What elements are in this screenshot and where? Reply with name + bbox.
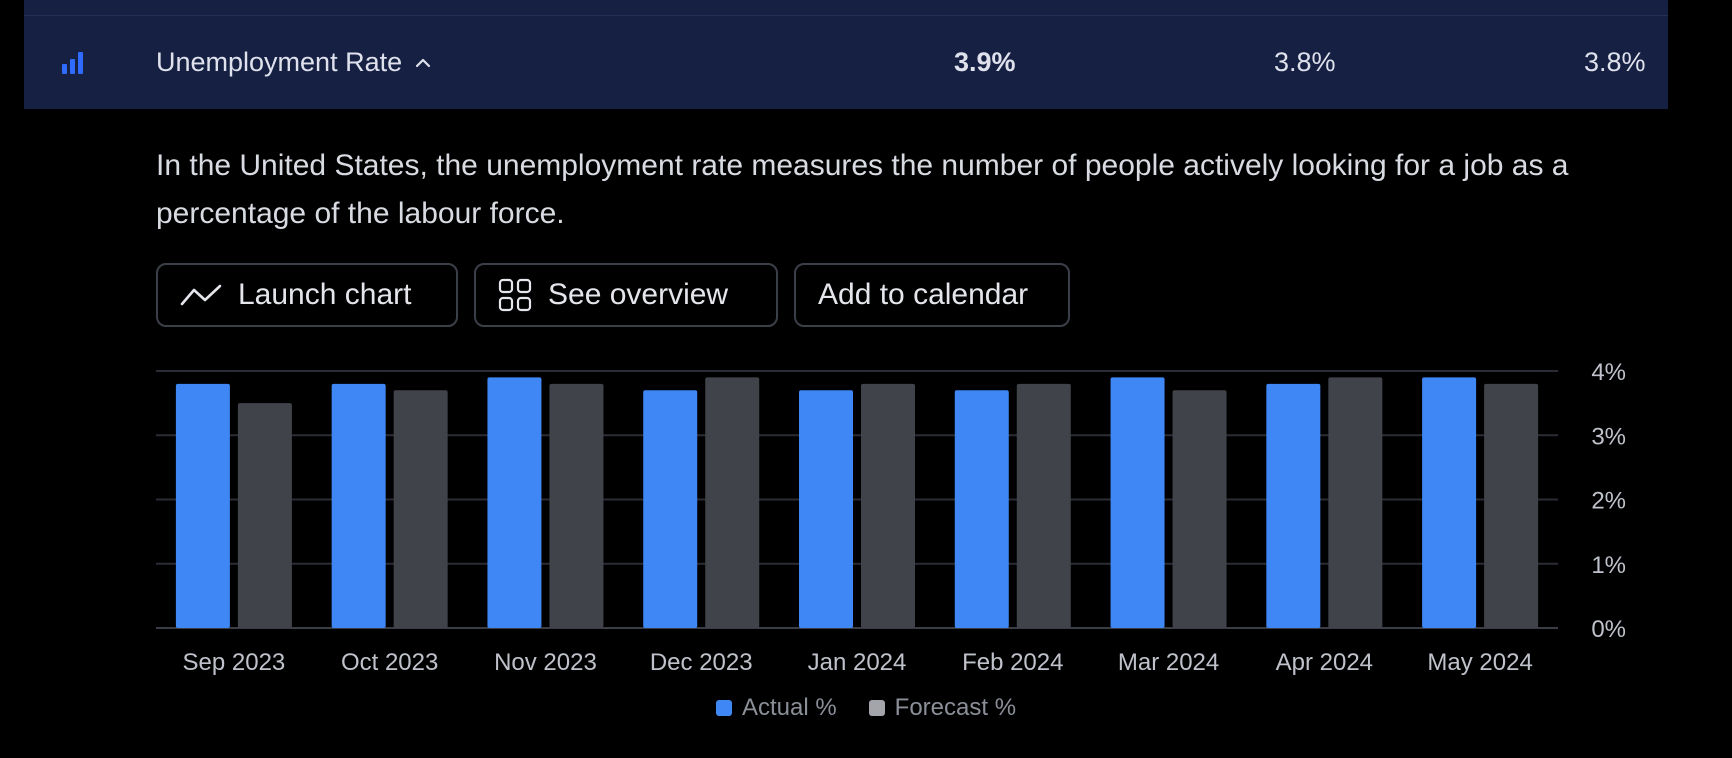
indicator-title-toggle[interactable]: Unemployment Rate (156, 47, 432, 78)
legend-label-forecast: Forecast % (894, 694, 1017, 721)
add-to-calendar-button[interactable]: Add to calendar (794, 263, 1070, 327)
chart-legend: Actual % Forecast % (0, 694, 1732, 722)
bar-actual (1266, 383, 1321, 628)
x-tick-label: May 2024 (1427, 649, 1532, 676)
legend-swatch-actual (715, 700, 732, 716)
add-to-calendar-label: Add to calendar (818, 278, 1029, 311)
grid-icon (498, 278, 532, 312)
previous-value: 3.8% (1584, 47, 1646, 77)
bar-actual (1422, 377, 1477, 628)
x-tick-label: Mar 2024 (1118, 649, 1219, 676)
bar-forecast (861, 383, 915, 628)
launch-chart-label: Launch chart (238, 278, 412, 311)
bar-actual (331, 383, 386, 628)
line-chart-icon (180, 284, 222, 306)
legend-item-forecast[interactable]: Forecast % (868, 694, 1017, 722)
bar-forecast (1328, 377, 1383, 628)
see-overview-button[interactable]: See overview (474, 263, 778, 327)
bar-actual (1110, 377, 1165, 628)
bar-forecast (1172, 390, 1227, 628)
bar-forecast (1016, 383, 1071, 628)
previous-row-edge (24, 0, 1668, 16)
bar-forecast (705, 377, 760, 628)
bar-actual (487, 377, 542, 628)
y-tick-label: 2% (1591, 488, 1626, 515)
chevron-up-icon (416, 58, 431, 67)
actual-value: 3.9% (954, 47, 1016, 77)
x-tick-label: Sep 2023 (183, 649, 286, 676)
y-tick-label: 3% (1591, 423, 1626, 450)
bar-actual (799, 390, 853, 628)
bar-forecast (393, 390, 448, 628)
see-overview-label: See overview (548, 278, 729, 311)
x-tick-label: Jan 2024 (808, 649, 907, 676)
launch-chart-button[interactable]: Launch chart (156, 263, 458, 327)
y-tick-label: 4% (1591, 360, 1626, 386)
indicator-title: Unemployment Rate (156, 47, 403, 77)
bar-actual (175, 383, 230, 628)
indicator-description: In the United States, the unemployment r… (156, 149, 1569, 230)
y-tick-label: 1% (1591, 552, 1626, 579)
bar-actual (643, 390, 698, 628)
legend-item-actual[interactable]: Actual % (715, 694, 837, 722)
x-tick-label: Apr 2024 (1276, 649, 1373, 676)
bar-forecast (1484, 383, 1539, 628)
x-tick-label: Feb 2024 (962, 649, 1063, 676)
legend-label-actual: Actual % (741, 694, 837, 721)
forecast-value: 3.8% (1274, 47, 1336, 77)
bar-forecast (237, 403, 292, 628)
bar-actual (954, 390, 1009, 628)
legend-swatch-forecast (868, 700, 885, 716)
unemployment-bar-chart: 0% 1% 2% 3% 4% Sep 2023 Oct 2023 Nov 2023 Dec 20… (156, 360, 1626, 676)
x-tick-label: Nov 2023 (494, 649, 597, 676)
y-tick-label: 0% (1591, 616, 1626, 643)
indicator-row[interactable]: Unemployment Rate 3.9% 3.8% 3.8% (24, 16, 1668, 109)
x-tick-label: Dec 2023 (650, 649, 753, 676)
bar-chart-icon (62, 52, 83, 74)
x-tick-label: Oct 2023 (341, 649, 438, 676)
bar-forecast (549, 383, 604, 628)
